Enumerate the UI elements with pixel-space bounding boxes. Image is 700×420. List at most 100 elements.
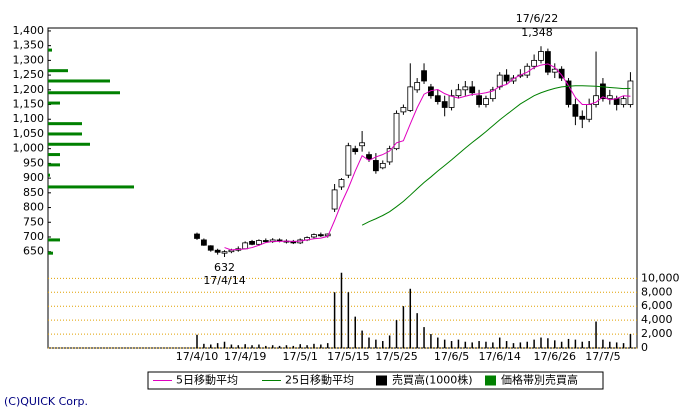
candle-body <box>503 74 510 82</box>
volume-bar <box>230 344 233 348</box>
price-band-bar <box>48 185 134 189</box>
y-tick-label: 1,000 <box>13 142 45 155</box>
candle-body <box>627 80 634 105</box>
y-tick-label: 900 <box>23 171 44 184</box>
candle-body <box>331 189 338 210</box>
volume-bar <box>464 341 467 348</box>
y2-tick-label: 8,000 <box>641 285 673 298</box>
volume-bar <box>347 292 350 348</box>
volume-bar <box>498 337 501 348</box>
x-tick-label: 17/7/5 <box>585 350 620 363</box>
volume-bar <box>354 316 356 348</box>
candle-body <box>372 160 379 172</box>
candle-body <box>538 51 544 61</box>
legend-swatch <box>485 375 496 386</box>
candle-body <box>448 95 455 108</box>
volume-bar <box>299 344 301 348</box>
volume-bar <box>395 320 398 348</box>
volume-bar <box>382 341 384 348</box>
candle-body <box>613 98 620 105</box>
legend-swatch <box>376 375 387 386</box>
candle-body <box>428 86 434 97</box>
volume-bar <box>567 338 570 348</box>
candle-body <box>221 251 228 254</box>
candle-body <box>620 98 627 105</box>
price-band-bar <box>48 132 82 136</box>
volume-bar <box>457 339 460 348</box>
volume-bar <box>244 344 246 348</box>
volume-bar <box>375 339 377 348</box>
candle-body <box>483 98 489 105</box>
candle-body <box>366 154 372 160</box>
candle-body <box>249 240 255 245</box>
candle-body <box>469 86 476 94</box>
candle-body <box>338 179 345 188</box>
volume-bar <box>292 345 295 348</box>
candle-body <box>386 148 393 163</box>
volume-bar <box>437 337 439 348</box>
volume-bar <box>602 339 604 348</box>
volume-bar <box>237 345 240 348</box>
candle-body <box>606 95 613 100</box>
candle-body <box>393 112 400 150</box>
volume-bar <box>251 345 253 348</box>
volume-bar <box>526 341 528 348</box>
volume-bar <box>588 341 590 348</box>
volume-bar <box>471 342 473 348</box>
volume-bar <box>223 341 226 348</box>
volume-bar <box>388 335 391 348</box>
volume-bar <box>333 292 336 348</box>
volume-bar <box>216 343 219 348</box>
x-tick-label: 17/6/5 <box>434 350 469 363</box>
candle-body <box>262 240 269 243</box>
volume-bar <box>595 321 597 348</box>
y-tick-label: 1,100 <box>13 112 45 125</box>
y-tick-label: 700 <box>23 230 44 243</box>
y-tick-label: 1,350 <box>13 39 45 52</box>
volume-bar <box>478 341 480 348</box>
volume-bar <box>271 345 274 348</box>
volume-bar <box>519 342 522 348</box>
annotation-value: 1,348 <box>521 26 553 39</box>
volume-bar <box>609 341 611 348</box>
candle-body <box>359 142 366 147</box>
copyright: (C)QUICK Corp. <box>4 395 88 408</box>
volume-bar <box>361 330 363 348</box>
volume-bar <box>533 339 535 348</box>
volume-bar <box>443 339 446 348</box>
candle-body <box>400 107 407 113</box>
y2-tick-label: 0 <box>641 341 648 354</box>
x-tick-label: 17/4/10 <box>176 350 218 363</box>
candle-body <box>489 89 496 100</box>
candle-body <box>379 162 386 169</box>
y-tick-label: 1,250 <box>13 68 45 81</box>
annotation-date: 17/6/22 <box>516 12 558 25</box>
candle-body <box>434 95 441 102</box>
volume-bar <box>547 338 549 348</box>
price-band-bar <box>48 251 53 255</box>
volume-bar <box>540 337 542 348</box>
volume-bar <box>285 345 288 348</box>
x-tick-label: 17/5/1 <box>282 350 317 363</box>
volume-bar <box>313 343 315 348</box>
y-tick-label: 1,150 <box>13 98 45 111</box>
candle-body <box>579 115 586 120</box>
ma-line <box>361 85 631 226</box>
volume-bar <box>320 344 322 348</box>
y-tick-label: 750 <box>23 215 44 228</box>
candle-body <box>572 104 579 117</box>
y2-tick-label: 4,000 <box>641 313 673 326</box>
y-tick-label: 850 <box>23 186 44 199</box>
candle-body <box>256 240 262 245</box>
candle-body <box>558 68 565 79</box>
x-tick-label: 17/5/25 <box>375 350 417 363</box>
legend-label: 5日移動平均 <box>176 373 238 387</box>
candle-body <box>455 89 462 97</box>
volume-bar <box>554 340 556 348</box>
volume-bar <box>306 345 308 348</box>
candle-body <box>214 249 221 253</box>
y2-tick-label: 10,000 <box>641 271 680 284</box>
candle-body <box>414 82 421 91</box>
candle-body <box>462 86 469 91</box>
candle-body <box>311 234 317 238</box>
